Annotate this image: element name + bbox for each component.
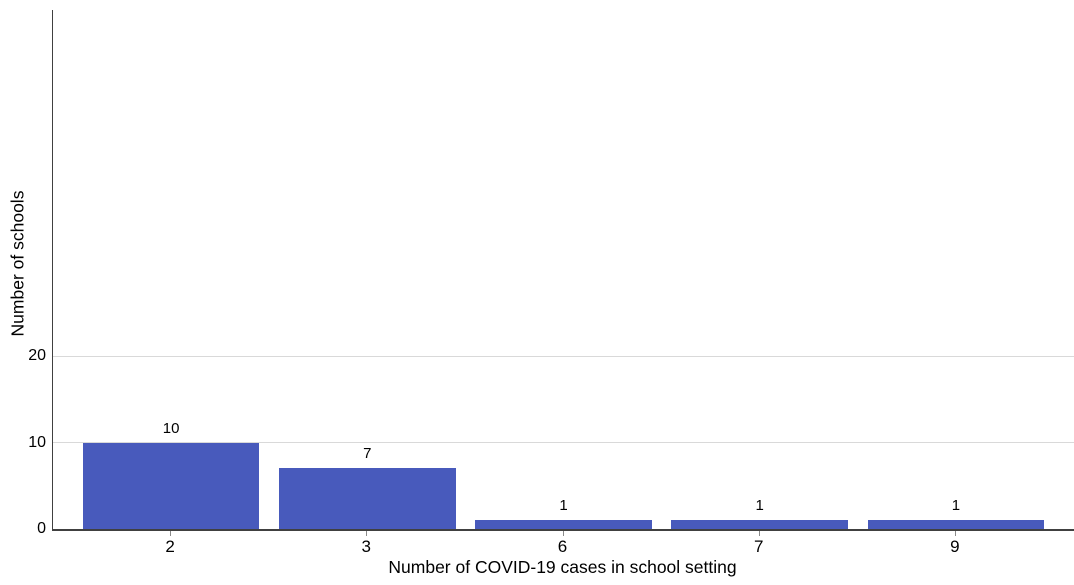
bar (82, 442, 260, 529)
y-tick-label: 10 (28, 433, 46, 451)
bar (671, 520, 848, 529)
plot-area: 10 7 1 1 1 (52, 10, 1074, 531)
bar-value-label: 1 (755, 497, 764, 515)
x-tick-label: 2 (165, 537, 175, 556)
x-tick-mark (562, 531, 564, 536)
x-tick-label: 3 (361, 537, 372, 556)
y-tick-label: 20 (28, 347, 46, 364)
x-tick-label: 7 (753, 537, 764, 556)
x-tick-mark (758, 531, 760, 536)
bar (475, 520, 652, 529)
x-tick-mark (954, 531, 956, 536)
x-tick-mark (366, 531, 368, 536)
x-tick-label: 9 (950, 537, 960, 556)
y-tick-label: 0 (37, 520, 46, 537)
x-tick-label: 6 (557, 537, 568, 556)
bar (867, 520, 1045, 529)
gridline (53, 355, 1074, 357)
bar (279, 468, 456, 529)
bar-value-label: 10 (162, 419, 180, 437)
x-axis-title: Number of COVID-19 cases in school setti… (388, 557, 737, 577)
bar-value-label: 1 (559, 497, 568, 515)
x-tick-mark (170, 531, 172, 536)
bar-value-label: 1 (951, 497, 961, 515)
gridline (53, 442, 1074, 443)
bar-value-label: 7 (363, 445, 372, 463)
